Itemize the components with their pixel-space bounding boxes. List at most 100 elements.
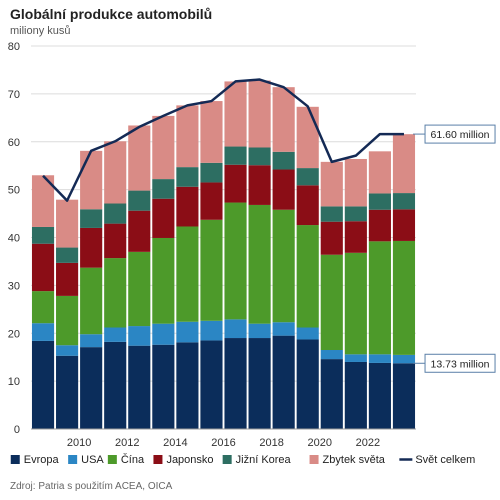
bar-segment bbox=[344, 221, 367, 253]
bar-segment bbox=[104, 203, 127, 224]
bar-segment bbox=[392, 354, 416, 364]
bar-segment bbox=[152, 179, 175, 199]
bar-segment bbox=[31, 175, 55, 227]
bar-segment bbox=[272, 169, 295, 210]
x-tick-label: 2018 bbox=[259, 437, 283, 449]
bar-segment bbox=[392, 193, 416, 210]
stacked-bar-chart: 0 10 20 30 40 50 60 70 80 2010 2012 2014 2016 2018 202… bbox=[8, 41, 496, 466]
bar-segment bbox=[296, 225, 319, 328]
bar-segment bbox=[320, 359, 343, 429]
bar-segment bbox=[272, 209, 295, 323]
bar-segment bbox=[152, 323, 175, 345]
bar-segment bbox=[248, 204, 271, 324]
bar-segment bbox=[200, 340, 223, 429]
bar-segment bbox=[248, 338, 271, 429]
bar-segment bbox=[152, 115, 175, 180]
bar-segment bbox=[200, 219, 223, 321]
bar-segment bbox=[224, 338, 247, 429]
legend-swatch bbox=[68, 455, 78, 464]
bar-segment bbox=[176, 226, 199, 322]
bar-segment bbox=[248, 80, 271, 148]
bar-segment bbox=[31, 226, 55, 244]
bar-segment bbox=[104, 327, 127, 342]
bar-segment bbox=[80, 209, 103, 228]
y-tick-label: 80 bbox=[8, 41, 20, 53]
bar-segment bbox=[344, 252, 367, 355]
bar-segment bbox=[128, 326, 151, 346]
bar-segment bbox=[104, 341, 127, 429]
bar-segment bbox=[224, 146, 247, 165]
bar-segment bbox=[128, 210, 151, 252]
bar-segment bbox=[296, 339, 319, 429]
bar-segment bbox=[56, 247, 79, 263]
x-tick-label: 2016 bbox=[211, 437, 235, 449]
bar-segment bbox=[296, 185, 319, 226]
bar-segment bbox=[152, 198, 175, 238]
bar-segment bbox=[56, 355, 79, 429]
bar-segment bbox=[392, 134, 416, 194]
bar-segment bbox=[272, 322, 295, 336]
bar-segment bbox=[200, 101, 223, 163]
legend-swatch bbox=[10, 455, 20, 464]
legend-swatch bbox=[107, 455, 117, 464]
bar-segment bbox=[248, 165, 271, 205]
bar-segment bbox=[152, 237, 175, 324]
bar-segment bbox=[248, 147, 271, 166]
legend-label: USA bbox=[81, 454, 104, 466]
legend-swatch bbox=[222, 455, 232, 464]
bar-segment bbox=[200, 320, 223, 341]
bar-segment bbox=[344, 361, 367, 429]
bar-segment bbox=[176, 105, 199, 168]
legend-label: Evropa bbox=[24, 454, 60, 466]
x-tick-label: 2014 bbox=[163, 437, 187, 449]
annotation-label: 13.73 million bbox=[431, 358, 490, 370]
bar-segment bbox=[176, 167, 199, 187]
bar-segment bbox=[344, 206, 367, 222]
bar-segment bbox=[296, 106, 319, 169]
y-tick-label: 20 bbox=[8, 328, 20, 340]
bar-segment bbox=[31, 340, 55, 429]
bar-segment bbox=[344, 158, 367, 207]
bar-segment bbox=[320, 221, 343, 255]
bar-segment bbox=[56, 345, 79, 356]
bar-segment bbox=[296, 168, 319, 186]
bar-segment bbox=[176, 321, 199, 343]
bar-segment bbox=[224, 164, 247, 203]
x-tick-label: 2010 bbox=[67, 437, 91, 449]
bar-segment bbox=[200, 162, 223, 183]
bar-segment bbox=[104, 141, 127, 204]
y-tick-label: 40 bbox=[8, 233, 20, 245]
bar-segment bbox=[80, 334, 103, 348]
legend-label: Zbytek světa bbox=[323, 454, 386, 466]
bar-segment bbox=[80, 347, 103, 429]
x-tick-label: 2022 bbox=[356, 437, 380, 449]
bar-segment bbox=[31, 291, 55, 324]
bar-segment bbox=[368, 151, 391, 194]
bar-segment bbox=[80, 150, 103, 210]
y-tick-label: 0 bbox=[14, 424, 20, 436]
bar-segment bbox=[152, 344, 175, 429]
bar-segment bbox=[320, 350, 343, 360]
bar-segment bbox=[176, 186, 199, 227]
bar-segment bbox=[56, 199, 79, 248]
y-tick-label: 70 bbox=[8, 89, 20, 101]
bar-segment bbox=[320, 206, 343, 222]
bar-segment bbox=[200, 182, 223, 220]
bar-segment bbox=[272, 151, 295, 170]
chart-subtitle: miliony kusů bbox=[10, 25, 71, 37]
legend-label: Čína bbox=[121, 453, 145, 466]
legend-label: Svět celkem bbox=[415, 454, 475, 466]
annotation-box bbox=[424, 353, 496, 373]
annotation-box bbox=[424, 124, 496, 144]
x-tick-label: 2012 bbox=[115, 437, 139, 449]
bar-segment bbox=[248, 323, 271, 339]
bar-segment bbox=[224, 81, 247, 147]
x-tick-label: 2020 bbox=[308, 437, 332, 449]
bar-segment bbox=[392, 209, 416, 241]
bar-segment bbox=[128, 190, 151, 211]
world-total-line bbox=[42, 78, 404, 202]
bar-segment bbox=[296, 327, 319, 340]
bar-segment bbox=[104, 258, 127, 328]
bar-segment bbox=[272, 335, 295, 429]
